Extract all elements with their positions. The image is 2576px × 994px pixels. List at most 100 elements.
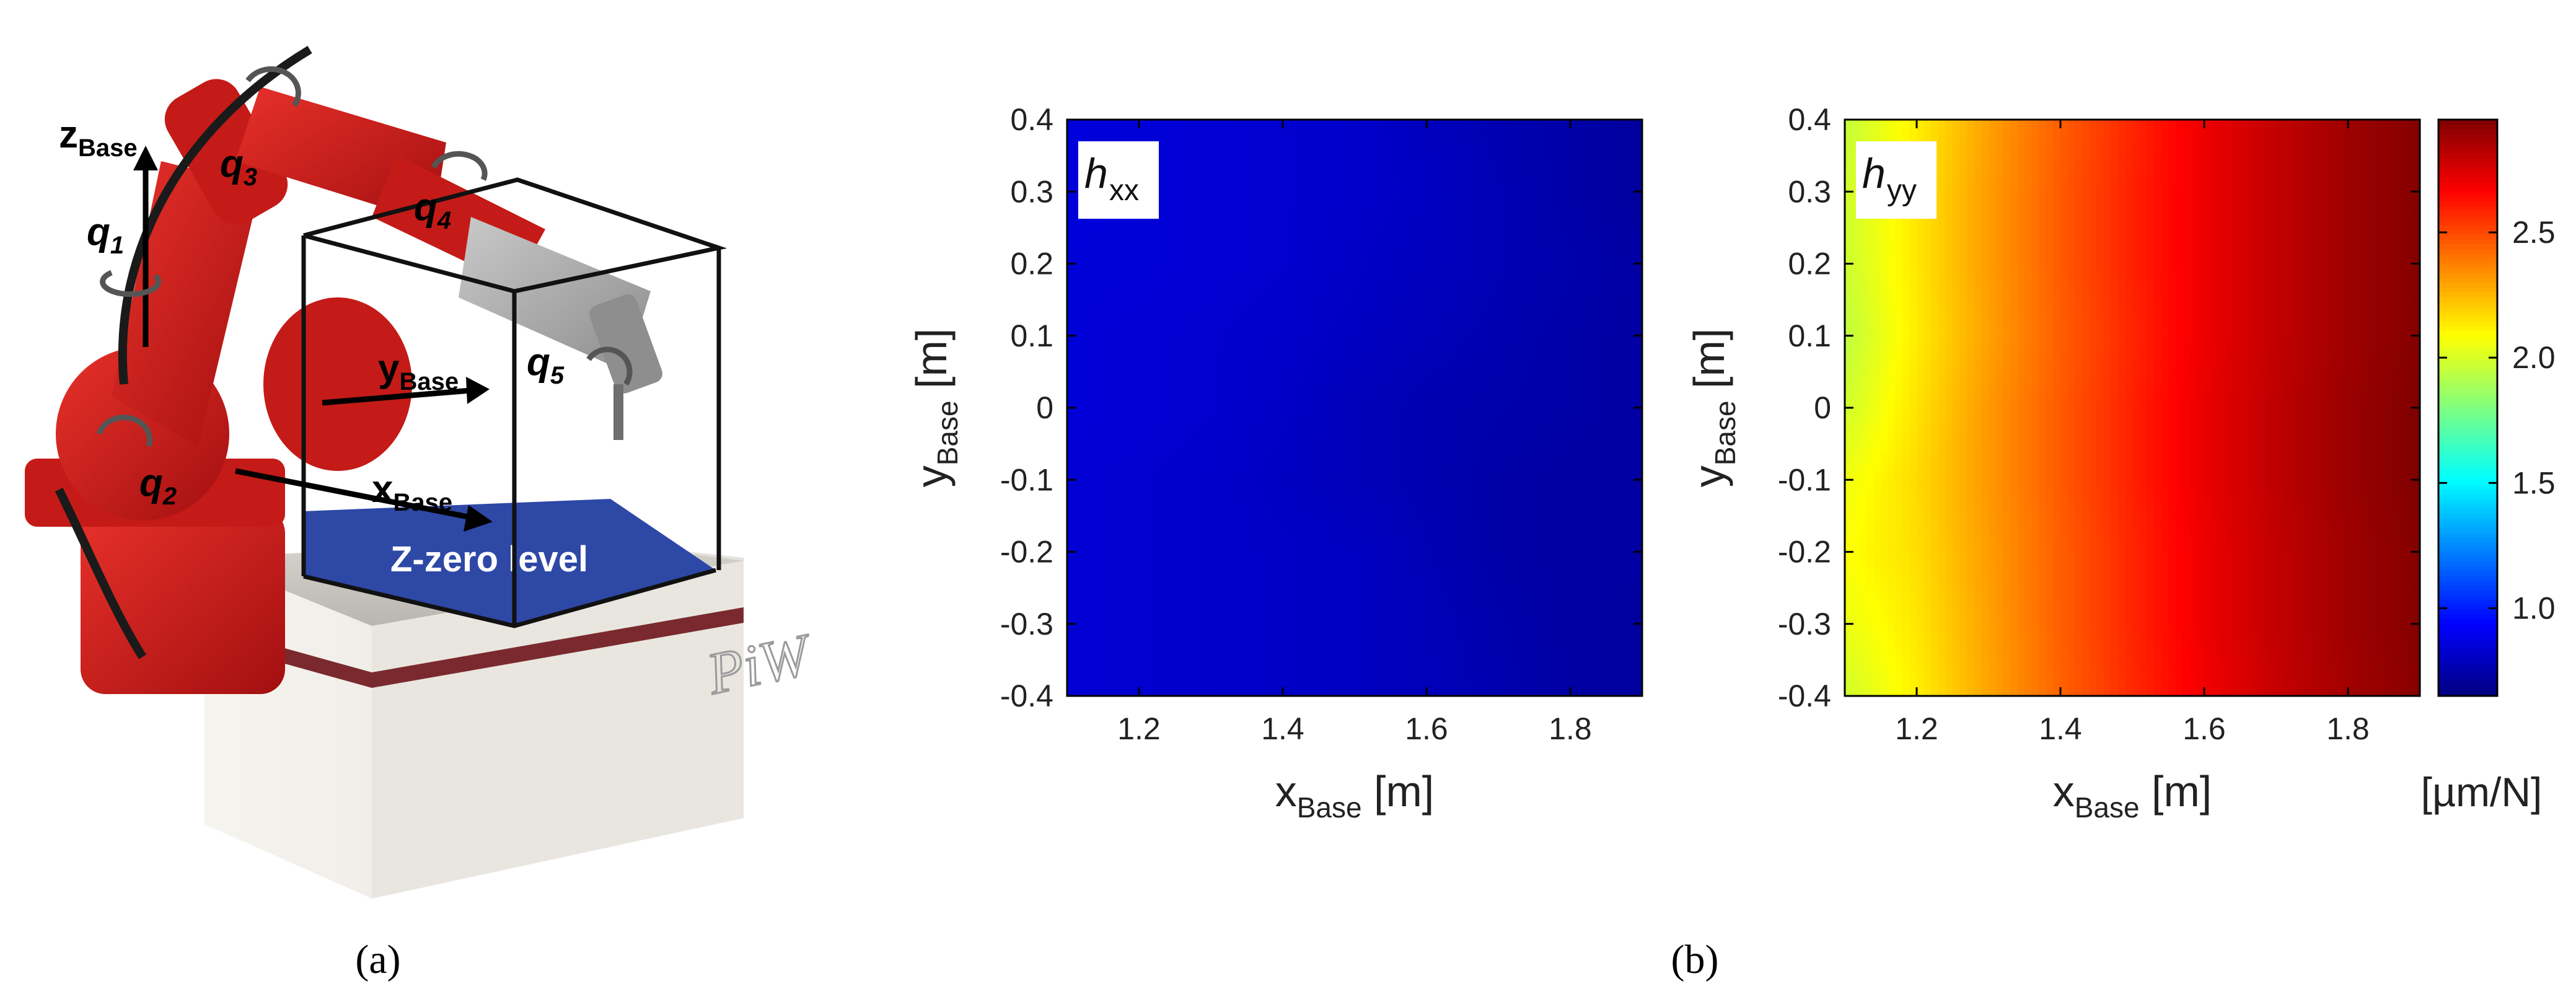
heatmap-cell (1203, 444, 1211, 452)
heatmap-cell (1505, 242, 1513, 250)
heatmap-cell (1455, 480, 1463, 488)
heatmap-cell (1124, 285, 1132, 293)
heatmap-cell (1103, 343, 1111, 351)
heatmap-cell (1239, 335, 1247, 343)
heatmap-cell (1283, 120, 1291, 128)
heatmap-cell (1160, 408, 1168, 416)
heatmap-cell (1369, 458, 1377, 466)
heatmap-cell (1211, 227, 1219, 235)
heatmap-cell (1534, 220, 1542, 228)
heatmap-cell (1455, 227, 1463, 235)
heatmap-cell (1160, 220, 1168, 228)
heatmap-cell (1088, 537, 1096, 545)
heatmap-cell (1441, 393, 1449, 401)
heatmap-cell (1132, 494, 1140, 502)
heatmap-cell (1426, 530, 1435, 538)
heatmap-cell (1412, 191, 1420, 200)
heatmap-cell (1527, 235, 1535, 243)
heatmap-cell (1613, 379, 1621, 387)
heatmap-cell (1635, 422, 1643, 430)
heatmap-cell (1361, 386, 1369, 394)
heatmap-cell (1088, 451, 1096, 459)
heatmap-cell (1620, 292, 1629, 301)
heatmap-cell (1491, 501, 1499, 509)
heatmap-cell (1196, 343, 1204, 351)
heatmap-cell (1462, 235, 1470, 243)
heatmap-cell (1304, 357, 1312, 365)
heatmap-cell (1563, 162, 1571, 170)
heatmap-cell (1585, 141, 1593, 149)
heatmap-cell (1232, 436, 1240, 444)
heatmap-cell (1519, 357, 1528, 365)
heatmap-cell (1599, 141, 1607, 149)
heatmap-cell (1283, 141, 1291, 149)
heatmap-cell (1491, 335, 1499, 343)
heatmap-cell (1606, 451, 1614, 459)
heatmap-cell (1067, 386, 1075, 394)
heatmap-cell (1347, 263, 1355, 271)
heatmap-cell (1426, 148, 1435, 156)
heatmap-cell (1505, 400, 1513, 408)
heatmap-cell (1477, 501, 1485, 509)
heatmap-cell (1275, 537, 1283, 545)
heatmap-cell (1397, 191, 1405, 200)
heatmap-cell (1477, 235, 1485, 243)
heatmap-cell (1239, 472, 1247, 480)
heatmap-cell (1275, 220, 1283, 228)
heatmap-cell (1433, 530, 1441, 538)
heatmap-cell (1369, 271, 1377, 279)
heatmap-cell (1426, 126, 1435, 134)
heatmap-cell (1606, 314, 1614, 322)
heatmap-cell (1448, 285, 1456, 293)
heatmap-cell (1455, 444, 1463, 452)
heatmap-cell (1088, 544, 1096, 553)
heatmap-cell (1153, 371, 1161, 380)
heatmap-cell (1527, 206, 1535, 214)
heatmap-cell (1405, 148, 1413, 156)
heatmap-cell (1563, 148, 1571, 156)
heatmap-cell (1290, 451, 1298, 459)
heatmap-cell (1182, 544, 1190, 553)
heatmap-cell (1555, 494, 1563, 502)
heatmap-cell (1232, 177, 1240, 185)
heatmap-cell (1160, 170, 1168, 178)
heatmap-cell (1304, 544, 1312, 553)
heatmap-cell (1555, 537, 1563, 545)
heatmap-cell (1232, 249, 1240, 257)
heatmap-cell (1484, 508, 1492, 516)
heatmap-cell (1146, 220, 1154, 228)
heatmap-cell (1283, 299, 1291, 307)
heatmap-cell (1412, 148, 1420, 156)
heatmap-cell (1606, 350, 1614, 358)
heatmap-cell (1297, 371, 1305, 380)
heatmap-cell (1275, 148, 1283, 156)
heatmap-cell (1160, 213, 1168, 221)
heatmap-cell (1117, 299, 1125, 307)
heatmap-cell (1311, 141, 1319, 149)
heatmap-cell (1325, 408, 1334, 416)
heatmap-cell (1519, 415, 1528, 423)
heatmap-cell (1397, 494, 1405, 502)
heatmap-cell (1477, 191, 1485, 200)
heatmap-cell (1405, 177, 1413, 185)
heatmap-cell (1311, 134, 1319, 142)
heatmap-cell (1254, 552, 1262, 560)
heatmap-cell (1462, 486, 1470, 495)
heatmap-cell (1081, 436, 1089, 444)
heatmap-cell (1096, 379, 1104, 387)
heatmap-cell (1591, 292, 1599, 301)
heatmap-cell (1347, 162, 1355, 170)
heatmap-cell (1196, 357, 1204, 365)
heatmap-cell (1096, 343, 1104, 351)
heatmap-cell (1347, 156, 1355, 164)
heatmap-cell (1519, 386, 1528, 394)
heatmap-cell (1477, 458, 1485, 466)
heatmap-cell (1441, 213, 1449, 221)
heatmap-cell (1555, 148, 1563, 156)
heatmap-cell (1534, 126, 1542, 134)
heatmap-cell (1074, 379, 1082, 387)
heatmap-cell (1247, 278, 1255, 286)
heatmap-cell (1469, 444, 1477, 452)
heatmap-cell (1563, 263, 1571, 271)
heatmap-cell (1563, 371, 1571, 380)
